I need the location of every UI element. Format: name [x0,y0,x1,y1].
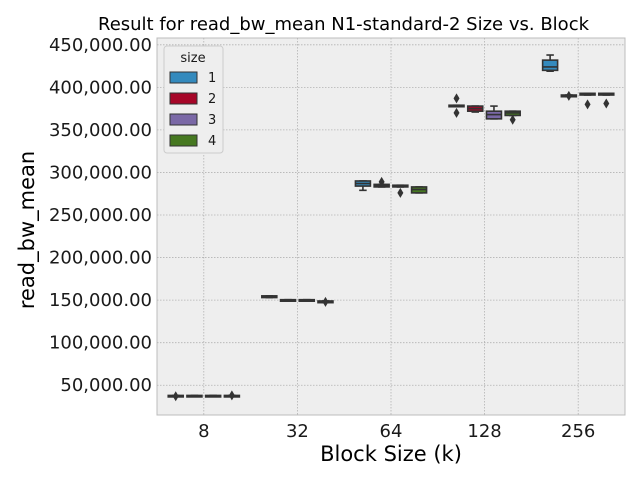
x-tick-label: 256 [561,421,595,442]
grid-lines [157,38,625,415]
box-outlier [228,390,235,401]
y-axis-label: read_bw_mean [15,151,40,309]
y-tick-label: 150,000.00 [49,290,152,311]
box-outlier [509,114,516,125]
x-tick-label: 8 [198,421,209,442]
x-axis-ticks: 8 32 64 128 256 [198,421,595,442]
legend-swatch [169,113,198,126]
y-tick-label: 50,000.00 [60,375,152,396]
box-outlier [584,99,591,110]
legend-label: 3 [208,113,216,128]
y-tick-label: 250,000.00 [49,205,152,226]
x-tick-label: 32 [286,421,309,442]
legend-swatch [169,71,198,84]
y-tick-label: 450,000.00 [49,35,152,56]
y-tick-label: 300,000.00 [49,162,152,183]
y-axis-ticks: 50,000.00 100,000.00 150,000.00 200,000.00 2… [49,35,152,396]
chart-title: Result for read_bw_mean N1-standard-2 Si… [98,14,590,35]
box-outlier [453,107,460,118]
box-outlier [378,176,385,187]
plot-area [156,37,626,416]
box-outlier [322,296,329,307]
box-outlier [172,391,179,402]
x-axis-label: Block Size (k) [320,442,462,466]
x-tick-label: 64 [380,421,403,442]
box-outlier [453,93,460,104]
legend-label: 2 [208,92,216,107]
box-series [167,54,615,402]
y-tick-label: 350,000.00 [49,120,152,141]
y-tick-label: 200,000.00 [49,248,152,269]
y-tick-label: 400,000.00 [49,77,152,98]
legend-title: size [180,51,205,66]
x-tick-label: 128 [467,421,501,442]
box-body [541,59,559,72]
y-tick-label: 100,000.00 [49,333,152,354]
legend-swatch [169,134,198,147]
legend-label: 4 [208,134,216,149]
box-outlier [397,187,404,198]
box-outlier [565,90,572,101]
box-outlier [603,98,610,109]
legend-label: 1 [208,71,216,86]
legend: size 1 2 3 4 [163,45,224,154]
legend-swatch [169,92,198,105]
